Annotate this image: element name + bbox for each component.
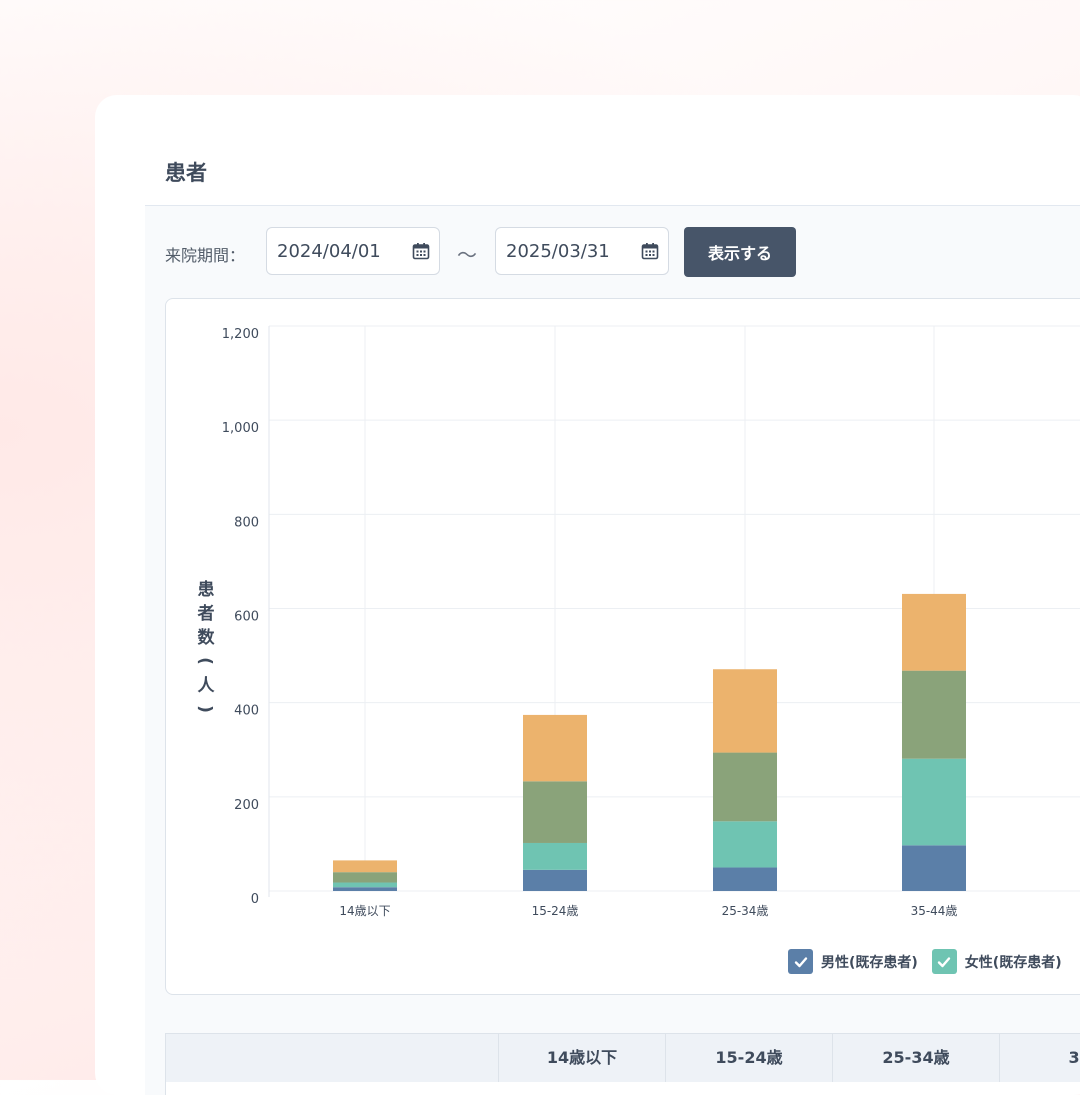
chart-card: 0 200 400 600 800 1,000 1,200 14歳以下 15-24歳 25-34歳…	[165, 298, 1080, 995]
bar-segment	[333, 887, 397, 891]
x-tick-label: 15-24歳	[532, 904, 579, 918]
bar-segment	[713, 669, 777, 753]
table-header-cell: 25-34歳	[833, 1034, 1000, 1082]
y-tick-label: 200	[234, 798, 259, 813]
y-tick-label: 0	[251, 892, 259, 907]
y-axis-label-char: 人	[198, 676, 216, 696]
bar-segment	[333, 860, 397, 873]
checkbox-checked-icon[interactable]	[788, 949, 813, 974]
table-header-cell	[166, 1034, 499, 1082]
bar-segment	[902, 593, 966, 671]
y-tick-label: 400	[234, 704, 259, 719]
table-header-cell: 35-	[1000, 1034, 1080, 1082]
bar-segment	[713, 752, 777, 822]
bar-segment	[333, 882, 397, 888]
bar-segment	[523, 842, 587, 870]
legend-item[interactable]: 女性(既存患者)	[931, 949, 1062, 974]
y-tick-label: 800	[234, 515, 259, 530]
y-axis-label-char: 者	[197, 603, 215, 624]
page-title: 患者	[165, 161, 207, 185]
bar-segment	[713, 821, 777, 868]
table-header-cell: 14歳以下	[499, 1034, 666, 1082]
end-date-value: 2025/03/31	[506, 241, 610, 262]
chart-legend: 男性(既存患者) 女性(既存患者)	[788, 949, 1062, 974]
panel-header: 患者	[145, 143, 1080, 206]
bar-segment	[523, 781, 587, 843]
x-tick-label: 35-44歳	[911, 904, 958, 918]
end-date-field[interactable]: 2025/03/31	[495, 227, 669, 275]
calendar-icon[interactable]	[411, 241, 431, 261]
bar-segment	[523, 714, 587, 782]
app-window: 患者 来院期間： 2024/04/01 ～ 2025/03/31	[95, 95, 1080, 1095]
y-axis-label-char: 患	[198, 580, 215, 600]
checkbox-checked-icon[interactable]	[931, 949, 957, 974]
y-tick-label: 1,000	[222, 421, 259, 436]
bar-segment	[713, 867, 777, 891]
legend-label: 女性(既存患者)	[964, 954, 1062, 971]
bar-segment	[333, 872, 397, 883]
x-tick-label: 25-34歳	[722, 904, 769, 918]
bar-segment	[902, 845, 966, 891]
date-range-separator: ～	[457, 243, 477, 267]
bar-segment	[902, 758, 966, 846]
stacked-bar-chart: 0 200 400 600 800 1,000 1,200 14歳以下 15-24歳 25-34歳…	[195, 325, 1080, 918]
calendar-icon[interactable]	[640, 241, 660, 261]
visit-period-label: 来院期間：	[165, 246, 246, 265]
y-axis-label-char: )	[195, 705, 215, 713]
table-header-cell: 15-24歳	[666, 1034, 833, 1082]
legend-item[interactable]: 男性(既存患者)	[788, 949, 918, 974]
start-date-value: 2024/04/01	[277, 241, 381, 262]
bar-segment	[523, 869, 587, 891]
show-button[interactable]: 表示する	[684, 227, 796, 277]
x-tick-label: 14歳以下	[339, 904, 390, 918]
start-date-field[interactable]: 2024/04/01	[266, 227, 440, 275]
patients-panel: 患者 来院期間： 2024/04/01 ～ 2025/03/31	[145, 143, 1080, 1095]
legend-label: 男性(既存患者)	[821, 954, 918, 971]
y-tick-label: 1,200	[222, 327, 259, 342]
y-axis-label-char: 数	[198, 627, 216, 648]
y-axis-label-char: (	[195, 657, 215, 665]
bar-segment	[902, 670, 966, 759]
y-tick-label: 600	[234, 610, 259, 625]
